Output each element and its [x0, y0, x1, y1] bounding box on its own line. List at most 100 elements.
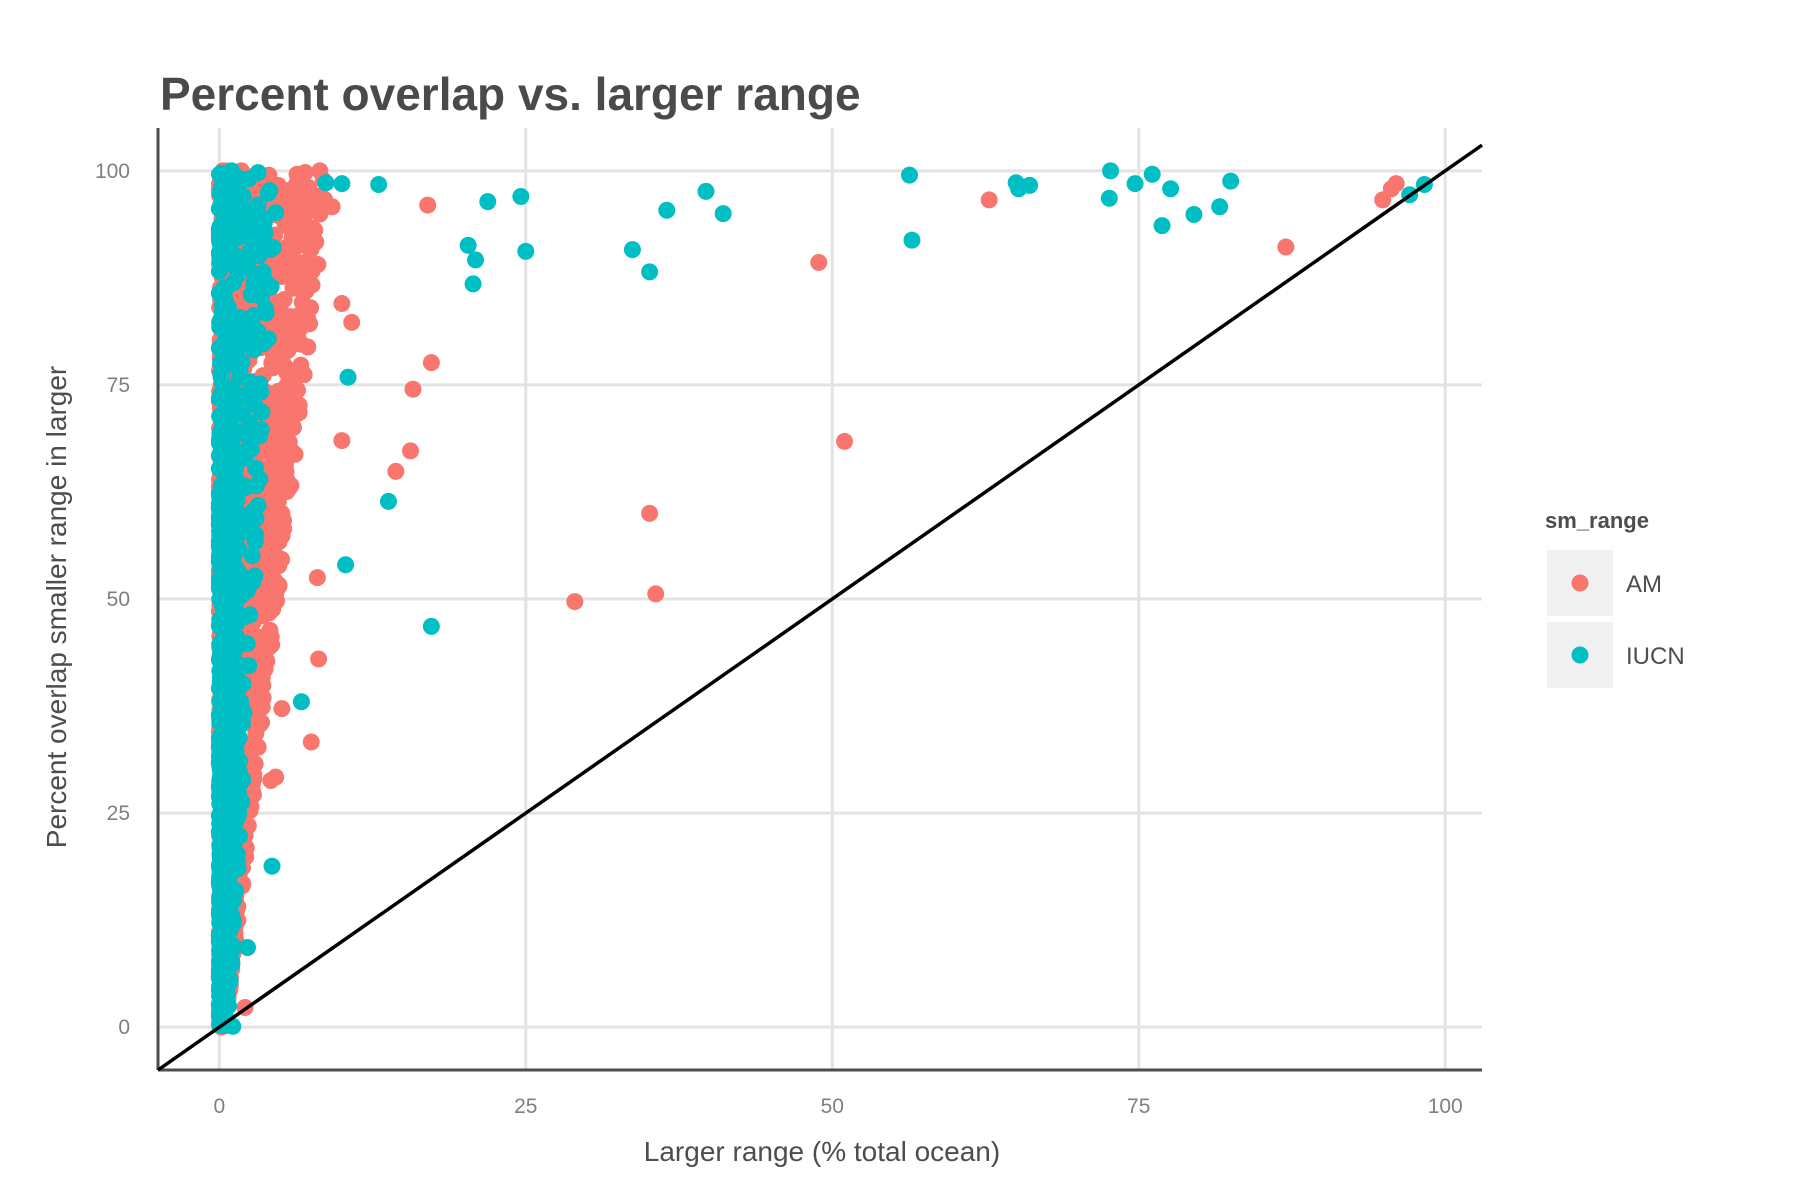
point-iucn — [379, 492, 397, 510]
point-am — [265, 543, 283, 561]
point-iucn — [1222, 172, 1240, 190]
point-am — [566, 593, 584, 611]
point-iucn — [216, 603, 234, 621]
point-am — [266, 386, 284, 404]
point-am — [267, 768, 285, 786]
point-am — [264, 453, 282, 471]
point-am — [422, 354, 440, 372]
point-iucn — [464, 275, 482, 293]
point-iucn — [658, 201, 676, 219]
point-iucn — [1162, 180, 1180, 198]
point-iucn — [210, 906, 228, 924]
gridlines — [158, 128, 1482, 1070]
point-am — [283, 328, 301, 346]
point-am — [404, 380, 422, 398]
point-iucn — [222, 530, 240, 548]
point-iucn — [714, 205, 732, 223]
point-am — [273, 527, 291, 545]
point-am — [296, 164, 314, 182]
point-iucn — [230, 369, 248, 387]
point-am — [402, 442, 420, 460]
point-iucn — [223, 952, 241, 970]
y-axis-label: Percent overlap smaller range in larger — [41, 366, 72, 848]
y-tick-label: 75 — [107, 374, 130, 397]
point-iucn — [1102, 162, 1120, 180]
point-iucn — [263, 857, 281, 875]
point-iucn — [244, 503, 262, 521]
point-am — [980, 191, 998, 209]
point-iucn — [217, 635, 235, 653]
point-iucn — [212, 995, 230, 1013]
point-iucn — [215, 787, 233, 805]
point-am — [387, 462, 405, 480]
point-iucn — [210, 460, 228, 478]
point-iucn — [210, 807, 228, 825]
point-iucn — [247, 477, 265, 495]
point-iucn — [333, 175, 351, 193]
point-am — [258, 652, 276, 670]
point-am — [262, 628, 280, 646]
point-iucn — [222, 758, 240, 776]
point-iucn — [370, 176, 388, 194]
point-am — [259, 589, 277, 607]
point-am — [264, 477, 282, 495]
reference-line — [156, 143, 1484, 1072]
point-iucn — [337, 556, 355, 574]
point-iucn — [903, 231, 921, 249]
point-am — [333, 295, 351, 313]
point-iucn — [212, 562, 230, 580]
point-am — [302, 733, 320, 751]
point-am — [310, 650, 328, 668]
point-iucn — [245, 231, 263, 249]
point-iucn — [254, 335, 272, 353]
point-iucn — [210, 339, 228, 357]
point-iucn — [238, 939, 256, 957]
point-am — [308, 569, 326, 587]
point-iucn — [241, 606, 259, 624]
point-iucn — [228, 828, 246, 846]
point-iucn — [697, 182, 715, 200]
point-iucn — [479, 193, 497, 211]
point-iucn — [215, 300, 233, 318]
point-am — [285, 372, 303, 390]
point-iucn — [238, 635, 256, 653]
point-am — [419, 196, 437, 214]
point-am — [283, 180, 301, 198]
point-iucn — [210, 823, 228, 841]
point-iucn — [214, 257, 232, 275]
point-iucn — [422, 617, 440, 635]
point-iucn — [1211, 198, 1229, 216]
x-tick-label: 100 — [1428, 1095, 1463, 1118]
point-iucn — [213, 975, 231, 993]
point-am — [641, 504, 659, 522]
point-iucn — [264, 239, 282, 257]
point-iucn — [223, 162, 241, 180]
point-iucn — [211, 711, 229, 729]
x-tick-label: 50 — [821, 1095, 844, 1118]
point-iucn — [900, 166, 918, 184]
point-iucn — [292, 693, 310, 711]
point-iucn — [224, 723, 242, 741]
point-iucn — [267, 204, 285, 222]
legend-marker-iucn — [1571, 646, 1589, 664]
point-iucn — [225, 545, 243, 563]
point-iucn — [517, 242, 535, 260]
point-am — [290, 396, 308, 414]
point-am — [246, 755, 264, 773]
point-iucn — [210, 244, 228, 262]
point-iucn — [239, 388, 257, 406]
point-iucn — [219, 586, 237, 604]
point-iucn — [226, 462, 244, 480]
point-iucn — [241, 414, 259, 432]
point-iucn — [252, 383, 270, 401]
point-am — [647, 585, 665, 603]
point-am — [274, 312, 292, 330]
point-iucn — [212, 384, 230, 402]
data-points — [210, 162, 1433, 1036]
point-iucn — [253, 286, 271, 304]
tick-labels: 0 25 50 75 100 0 25 50 75 100 — [95, 160, 1463, 1118]
point-am — [1387, 175, 1405, 193]
point-iucn — [227, 616, 245, 634]
point-iucn — [512, 188, 530, 206]
y-tick-label: 25 — [107, 802, 130, 825]
